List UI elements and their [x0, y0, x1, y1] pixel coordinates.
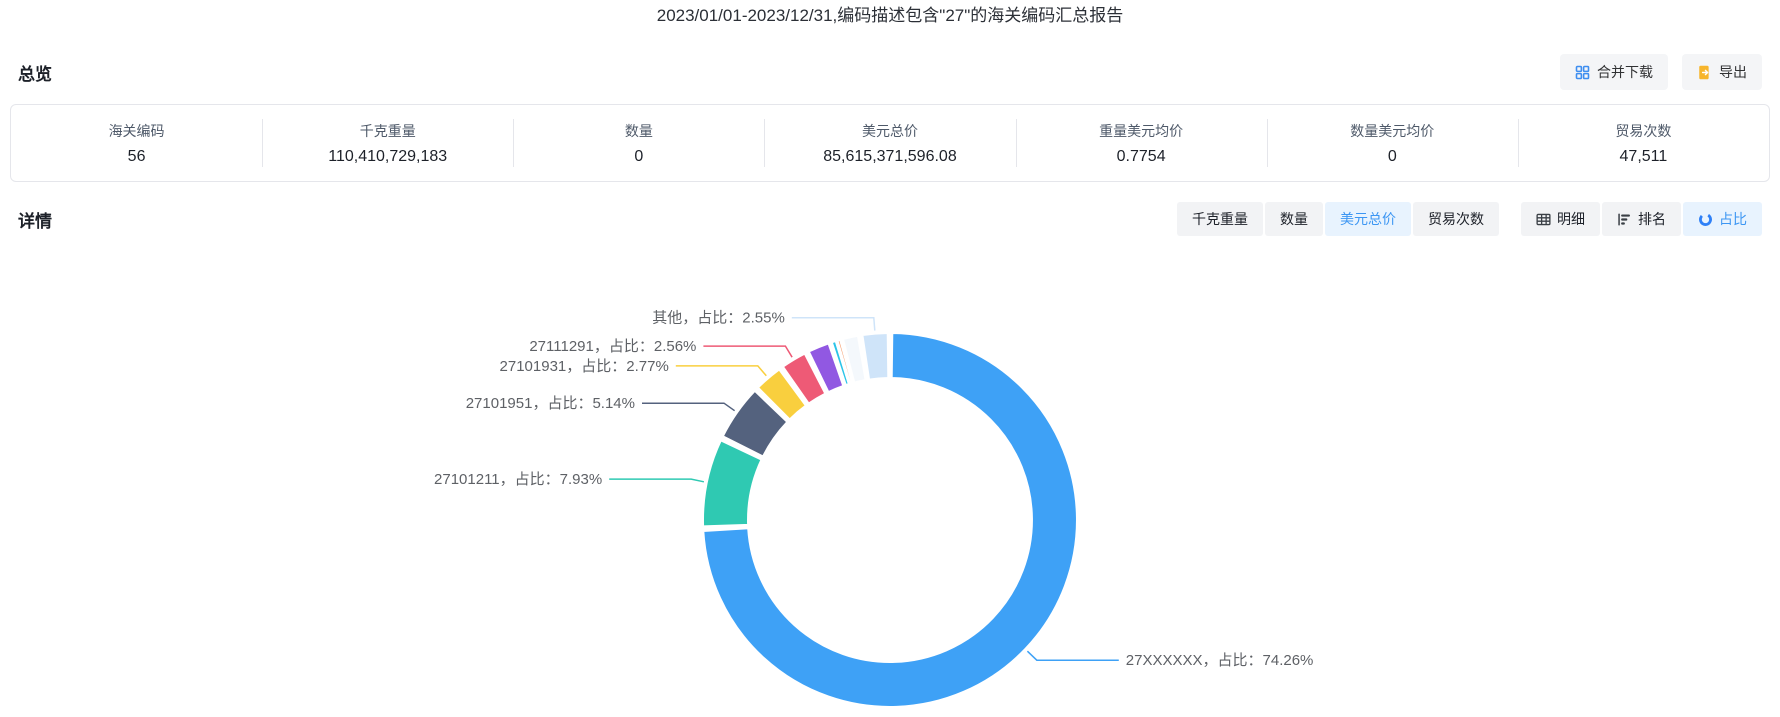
tab-kg-weight[interactable]: 千克重量	[1177, 202, 1263, 236]
donut-icon	[1698, 212, 1713, 227]
pie-segment-27101931[interactable]	[756, 368, 808, 421]
pie-label: 27XXXXXX，占比：74.26%	[1126, 652, 1314, 669]
tab-detail-label: 明细	[1557, 211, 1585, 227]
pie-segment-其他[interactable]	[861, 331, 890, 381]
pie-segment-unlabeled-7[interactable]	[836, 338, 854, 385]
stat-value: 110,410,729,183	[328, 147, 448, 165]
stat-quantity: 数量 0	[513, 105, 764, 181]
pie-segment-unlabeled-6[interactable]	[830, 339, 851, 387]
stat-value: 47,511	[1619, 147, 1668, 165]
tab-trade-count[interactable]: 贸易次数	[1413, 202, 1499, 236]
detail-heading: 详情	[18, 211, 52, 231]
stat-value: 0	[634, 147, 644, 165]
stat-customs-code: 海关编码 56	[11, 105, 262, 181]
merge-grid-icon	[1575, 65, 1590, 80]
detail-header-row: 详情 千克重量 数量 美元总价 贸易次数 明细	[0, 202, 1780, 236]
pie-segment-unlabeled-5[interactable]	[807, 342, 845, 394]
page-title: 2023/01/01-2023/12/31,编码描述包含"27"的海关编码汇总报…	[656, 6, 1124, 25]
pie-segment-27101951[interactable]	[721, 389, 789, 458]
stat-label: 重量美元均价	[1099, 122, 1184, 139]
stat-label: 海关编码	[108, 122, 165, 139]
pie-label-line	[609, 478, 705, 483]
stat-usd-total: 美元总价 85,615,371,596.08	[764, 105, 1015, 181]
detail-toolbar: 千克重量 数量 美元总价 贸易次数 明细	[1177, 202, 1762, 236]
tab-proportion-label: 占比	[1719, 211, 1747, 227]
overview-header-row: 总览 合并下载 导出	[0, 54, 1780, 90]
pie-label: 27101211，占比：7.93%	[434, 471, 602, 488]
tab-usd-total[interactable]: 美元总价	[1325, 202, 1411, 236]
pie-segment-unlabeled-8[interactable]	[841, 334, 867, 384]
stat-label: 美元总价	[861, 122, 918, 139]
tab-proportion-view[interactable]: 占比	[1683, 202, 1762, 236]
export-file-icon	[1697, 65, 1712, 80]
proportion-chart-area: 27XXXXXX，占比：74.26% 27101211，占比：7.93% 27101…	[0, 242, 1780, 709]
export-button[interactable]: 导出	[1682, 54, 1762, 90]
stat-trade-count: 贸易次数 47,511	[1517, 105, 1769, 181]
stat-usd-per-quantity: 数量美元均价 0	[1266, 105, 1518, 181]
metric-tab-group: 千克重量 数量 美元总价 贸易次数	[1177, 202, 1499, 236]
stat-label: 数量美元均价	[1350, 122, 1435, 139]
donut-chart: 27XXXXXX，占比：74.26% 27101211，占比：7.93% 27101…	[434, 310, 1314, 708]
overview-stats-card: 海关编码 56 千克重量 110,410,729,183 数量 0 美元总价 8…	[10, 104, 1770, 182]
pie-label: 27111291，占比：2.56%	[529, 338, 696, 355]
overview-actions: 合并下载 导出	[1560, 54, 1762, 90]
tab-ranking-view[interactable]: 排名	[1602, 202, 1681, 236]
tab-detail-view[interactable]: 明细	[1521, 202, 1600, 236]
pie-label: 27101931，占比：2.77%	[500, 358, 669, 375]
stat-value: 56	[127, 147, 146, 165]
overview-heading: 总览	[18, 64, 52, 84]
merge-download-button[interactable]: 合并下载	[1560, 54, 1668, 90]
pie-label: 其他，占比：2.55%	[652, 310, 785, 327]
pie-label: 27101951，占比：5.14%	[466, 395, 635, 412]
stat-kg-weight: 千克重量 110,410,729,183	[262, 105, 513, 181]
pie-segment-27111291[interactable]	[781, 352, 827, 405]
stat-value: 0	[1387, 147, 1397, 165]
stat-label: 千克重量	[359, 122, 416, 139]
table-icon	[1536, 212, 1551, 227]
export-label: 导出	[1719, 64, 1747, 80]
view-tab-group: 明细 排名	[1521, 202, 1762, 236]
stat-label: 贸易次数	[1615, 122, 1672, 139]
stat-value: 0.7754	[1116, 147, 1166, 165]
merge-download-label: 合并下载	[1597, 64, 1653, 80]
tab-ranking-label: 排名	[1638, 211, 1666, 227]
pie-label-line	[1026, 650, 1119, 661]
stat-usd-per-weight: 重量美元均价 0.7754	[1015, 105, 1267, 181]
tab-quantity[interactable]: 数量	[1265, 202, 1323, 236]
pie-label-line	[703, 345, 793, 358]
ranking-icon	[1617, 212, 1632, 227]
pie-label-line	[675, 365, 767, 377]
pie-segment-27101211[interactable]	[702, 439, 763, 528]
stat-value: 85,615,371,596.08	[823, 147, 957, 165]
stat-label: 数量	[624, 122, 653, 139]
pie-label-line	[791, 316, 876, 331]
pie-segment-27XXXXXX[interactable]	[702, 331, 1078, 708]
pie-label-line	[642, 402, 736, 412]
